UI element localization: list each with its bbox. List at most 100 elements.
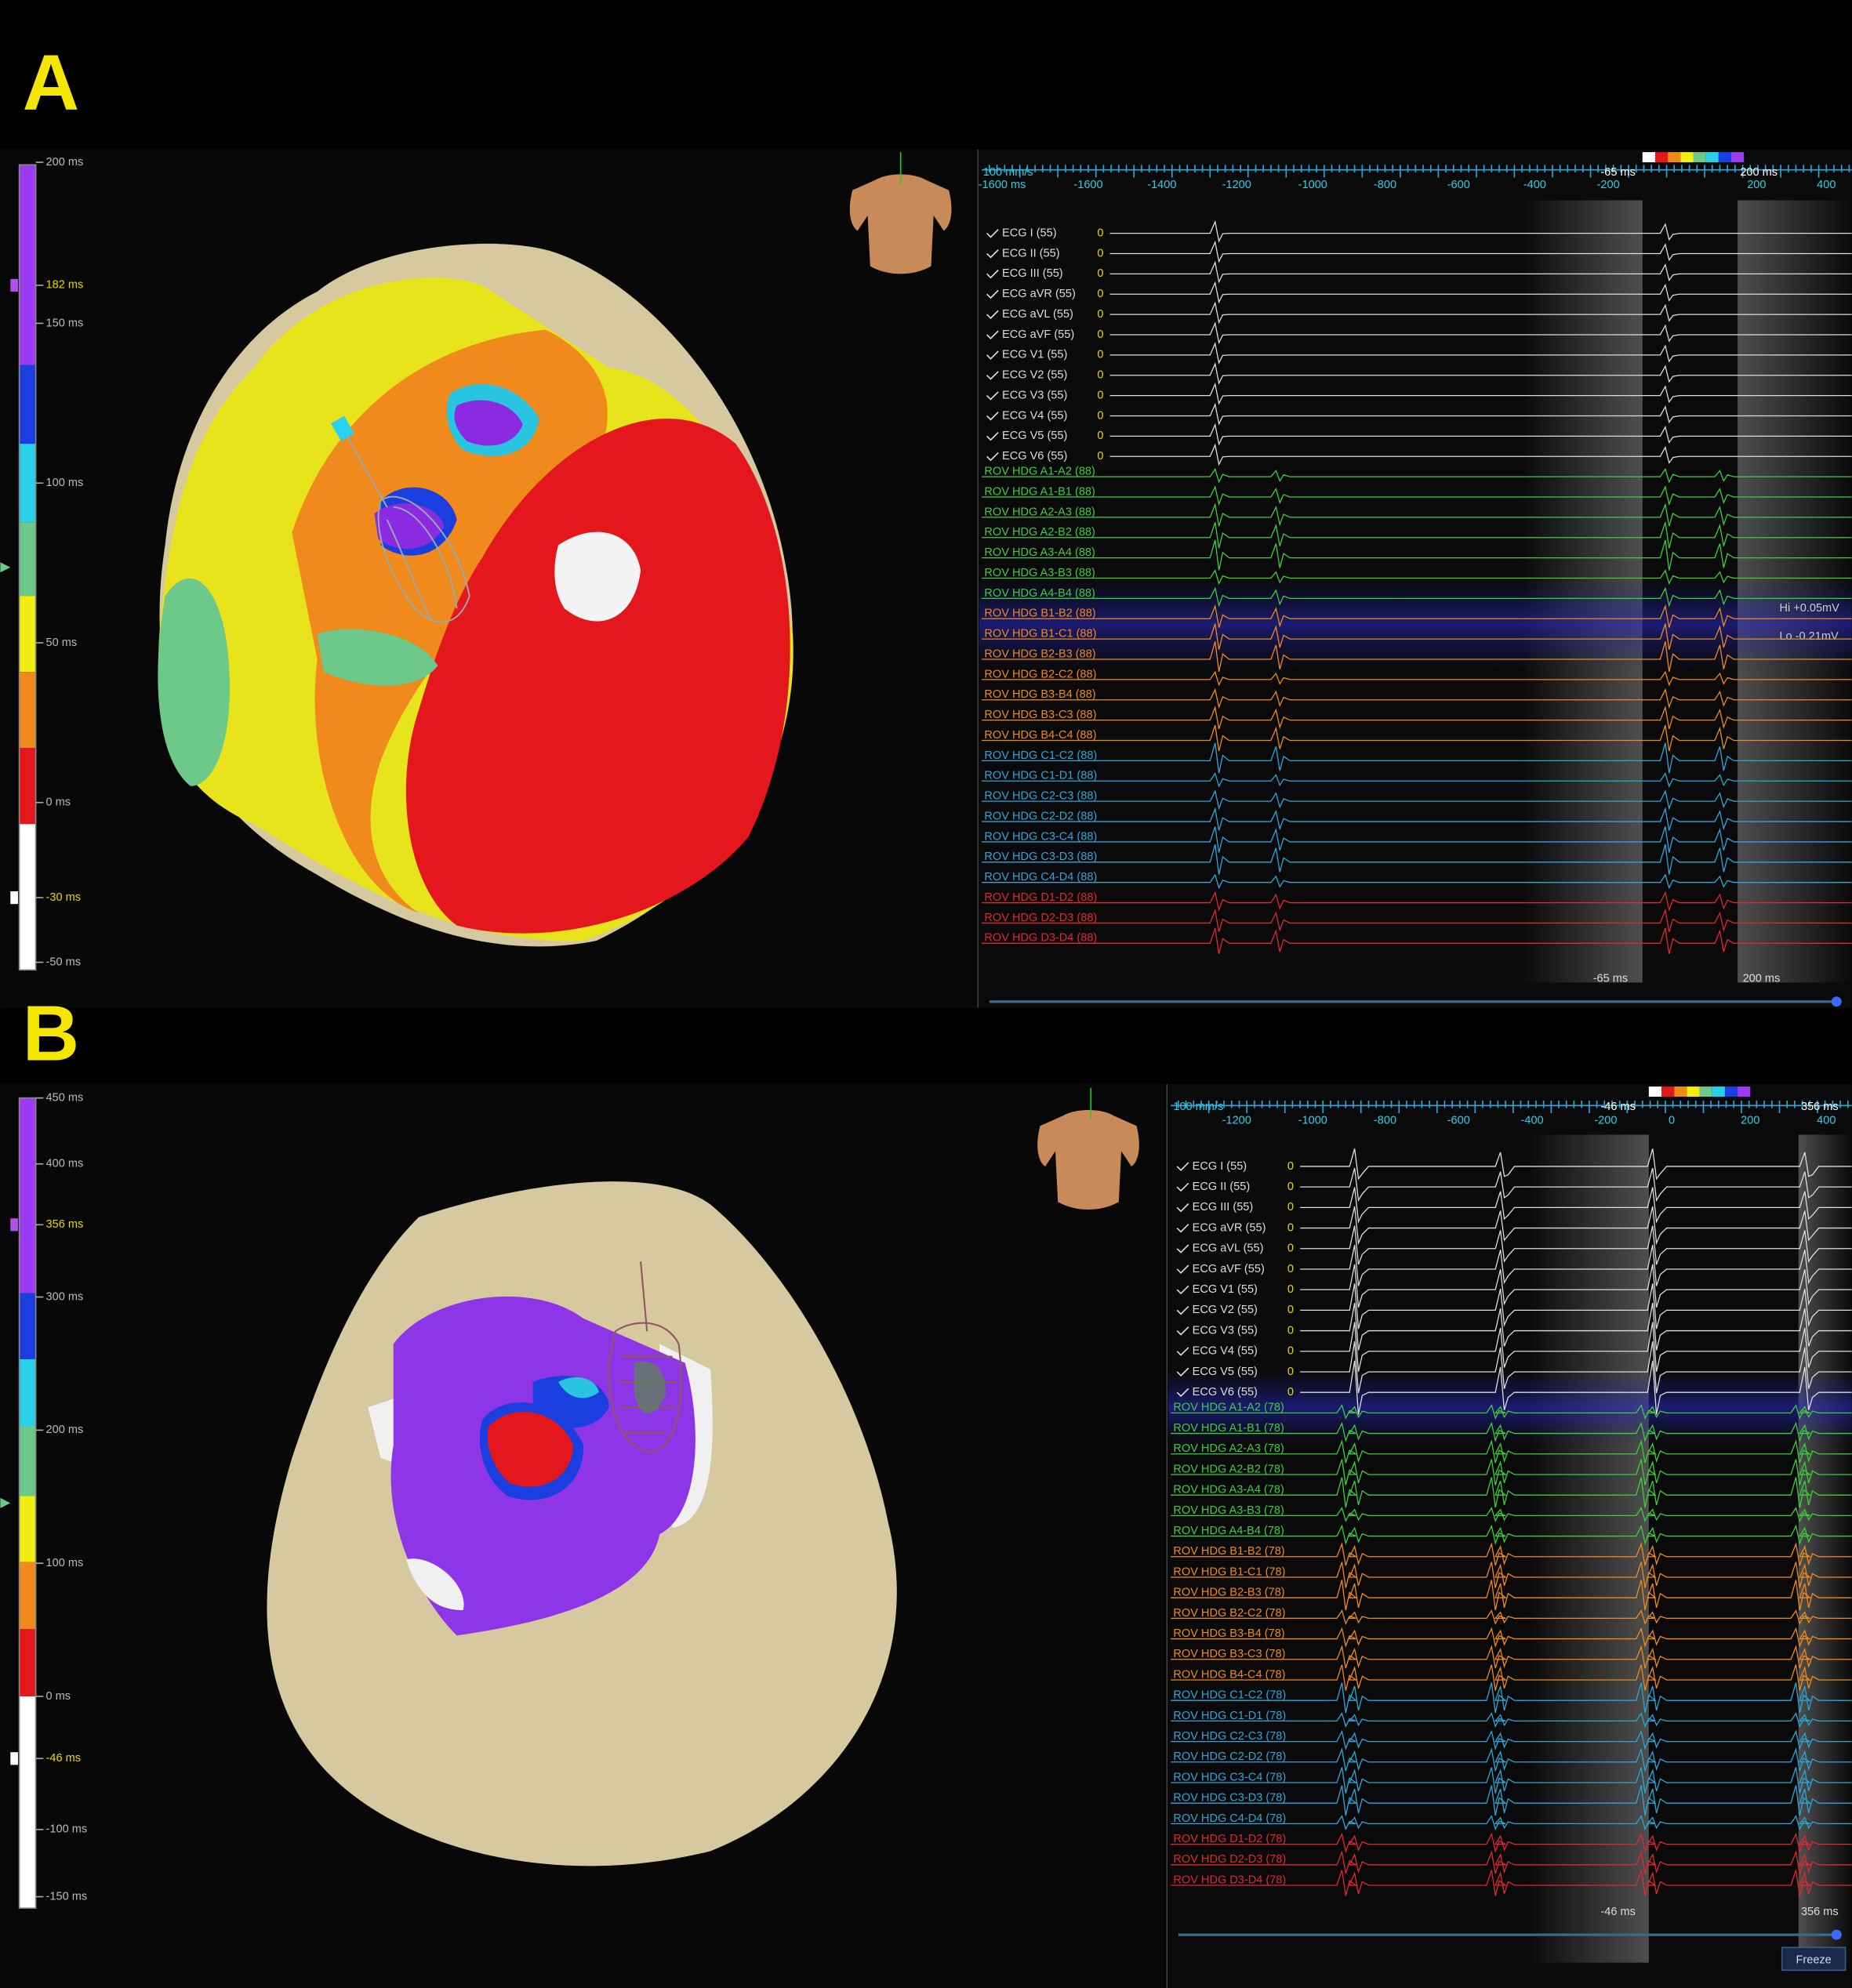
lead-offset: 0 [1287, 1181, 1294, 1193]
electrogram-trace [982, 891, 1852, 912]
time-tick-label: 400 [1817, 1115, 1836, 1127]
check-mark [986, 249, 999, 259]
panel-label: B [23, 990, 79, 1078]
lead-label: ROV HDG D2-D3 (88) [984, 912, 1097, 924]
ecg-trace [1109, 423, 1852, 446]
signal-band [1167, 1369, 1852, 1446]
heart-map-b [267, 1181, 897, 1866]
color-scale-segment [19, 672, 36, 749]
electrogram-trace [1171, 1609, 1852, 1625]
color-scale-segment [19, 365, 36, 444]
palette-swatch [1718, 152, 1732, 163]
scale-marker [10, 1218, 18, 1232]
palette-swatch [1668, 152, 1681, 163]
electrogram-trace [982, 772, 1852, 788]
lead-label: ROV HDG A3-A4 (88) [984, 546, 1095, 559]
scale-label: 150 ms [46, 317, 84, 329]
color-scale-frame [18, 1097, 37, 1909]
electrogram-trace [982, 789, 1852, 811]
palette-swatch [1687, 1087, 1700, 1097]
ecg-trace [1300, 1225, 1852, 1265]
electrogram-trace [982, 485, 1852, 506]
scale-label: 182 ms [46, 279, 84, 292]
ecg-trace [1300, 1322, 1852, 1372]
electrogram-trace [1171, 1729, 1852, 1750]
check-mark [986, 431, 999, 441]
lead-label: ECG V4 (55) [1002, 409, 1067, 422]
ecg-trace [1300, 1360, 1852, 1415]
lead-label: ROV HDG C4-D4 (78) [1173, 1812, 1286, 1825]
lead-label: ECG aVL (55) [1002, 308, 1073, 321]
color-scale-segment [19, 1562, 36, 1630]
scale-label: 50 ms [46, 637, 78, 649]
electrogram-trace [1171, 1682, 1852, 1714]
lead-label: ROV HDG B1-C1 (88) [984, 628, 1096, 640]
lead-label: ROV HDG C1-C2 (88) [984, 749, 1097, 762]
lead-offset: 0 [1097, 389, 1103, 401]
ecg-trace [1300, 1283, 1852, 1330]
lead-offset: 0 [1287, 1201, 1294, 1213]
lead-label: ECG III (55) [1002, 267, 1063, 280]
freeze-button[interactable] [1781, 1946, 1847, 1972]
lead-label: ROV HDG B2-B3 (78) [1173, 1587, 1284, 1599]
electrogram-trace [982, 670, 1852, 687]
lead-label: ECG V3 (55) [1002, 389, 1067, 401]
color-scale-segment [19, 1426, 36, 1496]
ecg-trace [1109, 301, 1852, 325]
check-mark [1176, 1203, 1189, 1213]
scale-pointer [0, 562, 11, 573]
lead-label: ROV HDG B2-C2 (88) [984, 668, 1096, 680]
electrogram-trace [1171, 1439, 1852, 1464]
lead-label: ROV HDG B4-C4 (78) [1173, 1668, 1285, 1681]
lead-offset: 0 [1287, 1160, 1294, 1173]
time-tick-label: -1000 [1298, 179, 1327, 191]
electrogram-trace [982, 873, 1852, 890]
palette-swatch [1693, 152, 1706, 163]
lead-label: ROV HDG C3-D3 (78) [1173, 1792, 1286, 1805]
electrogram-trace [982, 826, 1852, 853]
electrogram-trace [1171, 1645, 1852, 1669]
electrogram-trace [1171, 1712, 1852, 1728]
ecg-trace [1300, 1245, 1852, 1286]
scale-pointer [0, 1497, 11, 1508]
scale-marker [10, 891, 18, 905]
lead-label: ROV HDG C2-D2 (88) [984, 810, 1097, 822]
lead-label: ECG V4 (55) [1193, 1345, 1258, 1358]
lead-label: ROV HDG B2-C2 (78) [1173, 1607, 1285, 1620]
slider-end[interactable] [1831, 996, 1842, 1007]
electrogram-trace [982, 807, 1852, 831]
lead-label: ROV HDG C4-D4 (88) [984, 871, 1097, 883]
color-scale-segment [19, 824, 36, 970]
electrogram-trace [1171, 1850, 1852, 1874]
color-scale-segment [19, 1629, 36, 1697]
color-scale-segment [19, 1097, 36, 1293]
ecg-trace [1109, 342, 1852, 365]
time-tick-label: -600 [1447, 1115, 1470, 1127]
gain-low: Lo -0.21mV [1779, 630, 1838, 643]
lead-label: ROV HDG A1-A2 (88) [984, 465, 1095, 477]
freeze-button-label[interactable]: Freeze [1796, 1954, 1832, 1966]
scale-label: 200 ms [46, 1424, 84, 1436]
lead-label: ECG I (55) [1002, 227, 1057, 239]
ecg-trace [1109, 362, 1852, 385]
lead-label: ROV HDG C1-C2 (78) [1173, 1689, 1286, 1702]
window-fade [1528, 1134, 1649, 1963]
check-mark [1176, 1244, 1189, 1253]
lead-label: ROV HDG C3-C4 (78) [1173, 1771, 1286, 1783]
palette-swatch [1661, 1087, 1675, 1097]
electrogram-trace [1171, 1477, 1852, 1508]
time-tick-label: 200 [1747, 179, 1766, 191]
electrogram-trace [982, 843, 1852, 875]
slider-end[interactable] [1831, 1929, 1842, 1940]
electrogram-trace [982, 467, 1852, 484]
lead-label: ROV HDG A4-B4 (88) [984, 587, 1095, 600]
check-mark [986, 391, 999, 401]
ecg-trace [1300, 1187, 1852, 1224]
check-mark [986, 330, 999, 339]
color-scale-segment [19, 444, 36, 523]
lead-offset: 0 [1287, 1345, 1294, 1358]
electrogram-trace [982, 623, 1852, 650]
lead-offset: 0 [1097, 267, 1103, 280]
check-mark [986, 269, 999, 279]
palette-swatch [1712, 1087, 1725, 1097]
